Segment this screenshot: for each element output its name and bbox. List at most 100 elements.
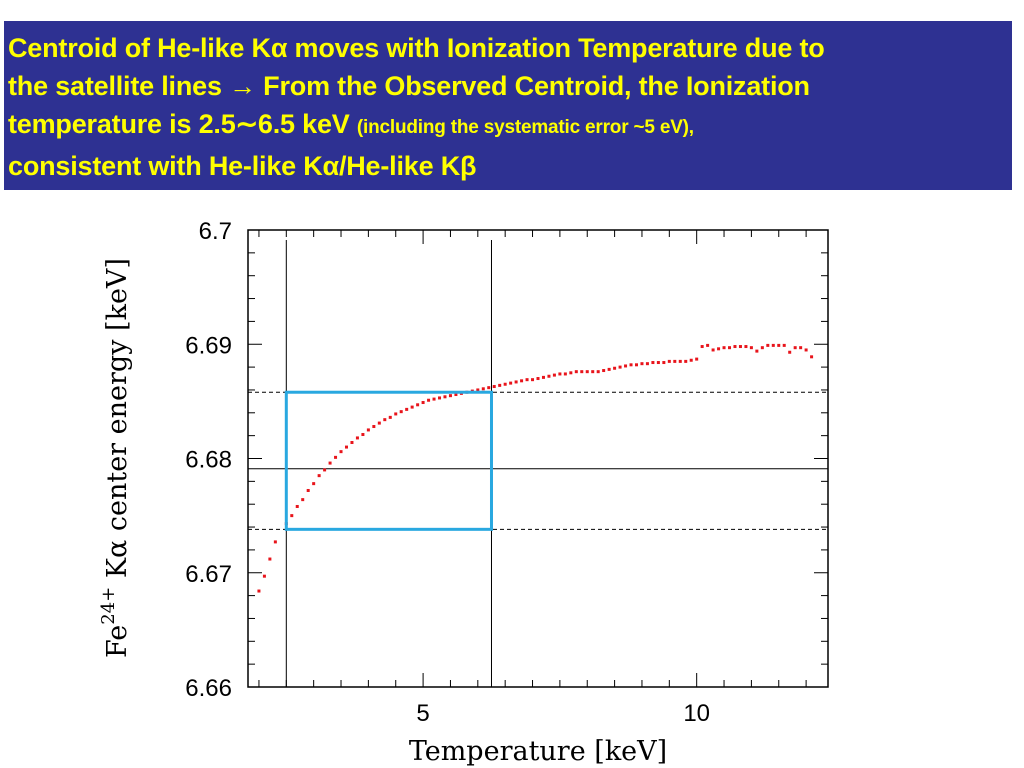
data-points-layer — [257, 343, 814, 593]
data-point — [295, 504, 299, 508]
data-point — [810, 355, 814, 359]
title-banner: Centroid of He-like Kα moves with Ioniza… — [4, 21, 1012, 190]
data-point — [492, 385, 496, 389]
y-tick-label: 6.66 — [185, 675, 232, 702]
banner-line-4: consistent with He-like Kα/He-like Kβ — [8, 151, 477, 181]
data-point — [552, 373, 556, 377]
data-point — [804, 348, 808, 352]
banner-line-3: temperature is 2.5∼6.5 keV (including th… — [8, 105, 1008, 147]
data-point — [394, 412, 398, 416]
ticks-layer — [248, 229, 828, 688]
data-point — [339, 450, 343, 454]
x-axis-label: Temperature [keV] — [409, 736, 667, 767]
data-point — [421, 401, 425, 405]
data-point — [673, 359, 677, 363]
data-point — [558, 372, 562, 376]
data-point — [427, 398, 431, 402]
highlight-box-layer — [284, 390, 493, 531]
data-point — [372, 425, 376, 429]
data-point — [755, 349, 759, 353]
banner-line-2: the satellite lines → From the Observed … — [8, 71, 810, 101]
data-point — [366, 428, 370, 432]
data-point — [536, 377, 540, 381]
data-point — [656, 361, 660, 365]
data-point — [306, 488, 310, 492]
data-point — [377, 421, 381, 425]
data-point — [531, 378, 535, 382]
y-tick-label: 6.68 — [185, 447, 232, 474]
x-tick-label: 10 — [683, 700, 710, 727]
data-point — [350, 441, 354, 445]
data-point — [432, 397, 436, 401]
data-point — [574, 370, 578, 374]
data-point — [645, 362, 649, 366]
y-tick-label: 6.69 — [185, 332, 232, 359]
y-axis-label: Fe24+ Kα center energy [keV] — [98, 258, 133, 658]
data-point — [689, 358, 693, 362]
banner-line-3-note: (including the systematic error ~5 eV), — [356, 117, 694, 138]
x-tick-label: 5 — [416, 700, 429, 727]
data-point — [361, 433, 365, 437]
data-point — [268, 557, 272, 561]
data-point — [585, 370, 589, 374]
data-point — [640, 362, 644, 366]
data-point — [487, 386, 491, 390]
y-tick-label: 6.67 — [185, 561, 232, 588]
banner-line-1: Centroid of He-like Kα moves with Ioniza… — [8, 33, 825, 63]
data-point — [416, 403, 420, 407]
data-point — [766, 343, 770, 347]
data-point — [667, 359, 671, 363]
data-point — [799, 346, 803, 350]
data-point — [514, 380, 518, 384]
data-point — [695, 357, 699, 361]
data-point — [634, 363, 638, 367]
data-point — [717, 347, 721, 351]
data-point — [344, 445, 348, 449]
data-point — [509, 381, 513, 385]
data-point — [662, 361, 666, 365]
data-point — [503, 382, 507, 386]
data-point — [448, 394, 452, 398]
data-point — [520, 379, 524, 383]
data-point — [629, 363, 633, 367]
data-point — [749, 346, 753, 350]
data-point — [334, 455, 338, 459]
data-point — [602, 369, 606, 373]
data-point — [541, 375, 545, 379]
data-point — [777, 343, 781, 347]
data-point — [793, 346, 797, 350]
data-point — [678, 359, 682, 363]
data-point — [733, 345, 737, 349]
data-point — [700, 345, 704, 349]
data-point — [618, 365, 622, 369]
data-point — [782, 343, 786, 347]
data-point — [312, 482, 316, 486]
data-point — [722, 346, 726, 350]
data-point — [744, 345, 748, 349]
data-point — [728, 346, 732, 350]
data-point — [651, 361, 655, 365]
data-point — [788, 350, 792, 354]
data-point — [711, 348, 715, 352]
data-point — [580, 370, 584, 374]
y-tick-label: 6.7 — [199, 218, 232, 245]
data-point — [498, 383, 502, 387]
data-point — [262, 574, 266, 578]
data-point — [591, 370, 595, 374]
data-point — [410, 405, 414, 409]
data-point — [547, 374, 551, 378]
data-point — [760, 346, 764, 350]
data-point — [355, 436, 359, 440]
data-point — [613, 366, 617, 370]
highlight-box — [284, 390, 493, 531]
banner-line-3-main: temperature is 2.5∼6.5 keV — [8, 109, 357, 139]
data-point — [388, 415, 392, 419]
data-point — [290, 514, 294, 518]
data-point — [454, 393, 458, 397]
labels-layer: 5 10 6.66 6.67 6.68 6.69 6.7 Temperature [keV] F… — [98, 218, 710, 767]
data-point — [684, 359, 688, 363]
data-point — [383, 418, 387, 422]
data-point — [771, 343, 775, 347]
data-point — [399, 410, 403, 414]
